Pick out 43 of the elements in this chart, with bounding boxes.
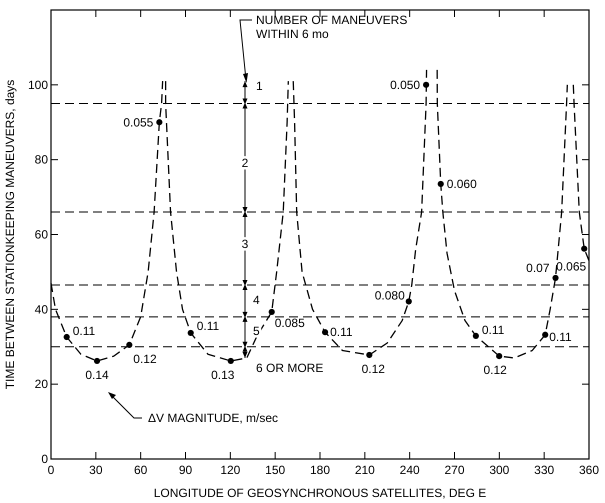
y-tick-label: 60 <box>34 228 48 242</box>
y-tick-label: 0 <box>41 452 48 466</box>
y-axis-title: TIME BETWEEN STATIONKEEPING MANEUVERS, days <box>3 80 17 390</box>
annotation: 0.13 <box>211 368 235 382</box>
annotation: 0.11 <box>330 325 353 340</box>
x-tick-label: 180 <box>310 463 330 477</box>
x-tick-label: 30 <box>89 463 103 477</box>
annotation: 0.11 <box>482 322 505 337</box>
annotation: 1 <box>256 79 263 93</box>
annotation: 0.065 <box>556 260 587 274</box>
annotation: NUMBER OF MANEUVERS WITHIN 6 mo <box>256 13 408 41</box>
x-tick-label: 60 <box>134 463 148 477</box>
annotation: 0.055 <box>123 115 154 130</box>
annotation: 0.11 <box>196 318 220 333</box>
x-tick-label: 120 <box>220 463 241 477</box>
y-tick-label: 80 <box>34 152 48 167</box>
annotation: ΔV MAGNITUDE, m/sec <box>148 411 278 425</box>
annotation: 0.07 <box>526 260 550 275</box>
x-tick-label: 300 <box>489 463 510 477</box>
annotation: 6 OR MORE <box>256 361 324 375</box>
x-tick-label: 360 <box>578 463 600 477</box>
x-tick-label: 210 <box>354 463 376 477</box>
x-tick-label: 270 <box>444 463 465 477</box>
annotation: 0.080 <box>374 288 406 302</box>
y-tick-label: 20 <box>34 377 48 392</box>
annotation: 4 <box>253 293 260 307</box>
x-tick-label: 240 <box>400 463 420 477</box>
x-axis-title: LONGITUDE OF GEOSYNCHRONOUS SATELLITES, DEG E <box>154 486 486 500</box>
y-tick-label: 40 <box>34 302 48 316</box>
annotation: 0.12 <box>133 352 157 366</box>
annotation: 0.12 <box>362 362 386 376</box>
annotation: 0.050 <box>390 78 420 92</box>
annotation: 0.060 <box>446 176 478 191</box>
x-tick-label: 150 <box>265 463 286 477</box>
annotation: 0.12 <box>484 363 508 378</box>
annotation: 0.085 <box>274 316 306 330</box>
x-tick-label: 90 <box>178 463 192 477</box>
annotation: 5 <box>253 324 260 338</box>
annotation: 0.14 <box>85 368 110 382</box>
annotation: 0.11 <box>72 324 96 338</box>
annotation: 0.11 <box>549 330 572 344</box>
x-tick-label: 330 <box>534 463 554 477</box>
y-tick-label: 100 <box>28 78 48 92</box>
